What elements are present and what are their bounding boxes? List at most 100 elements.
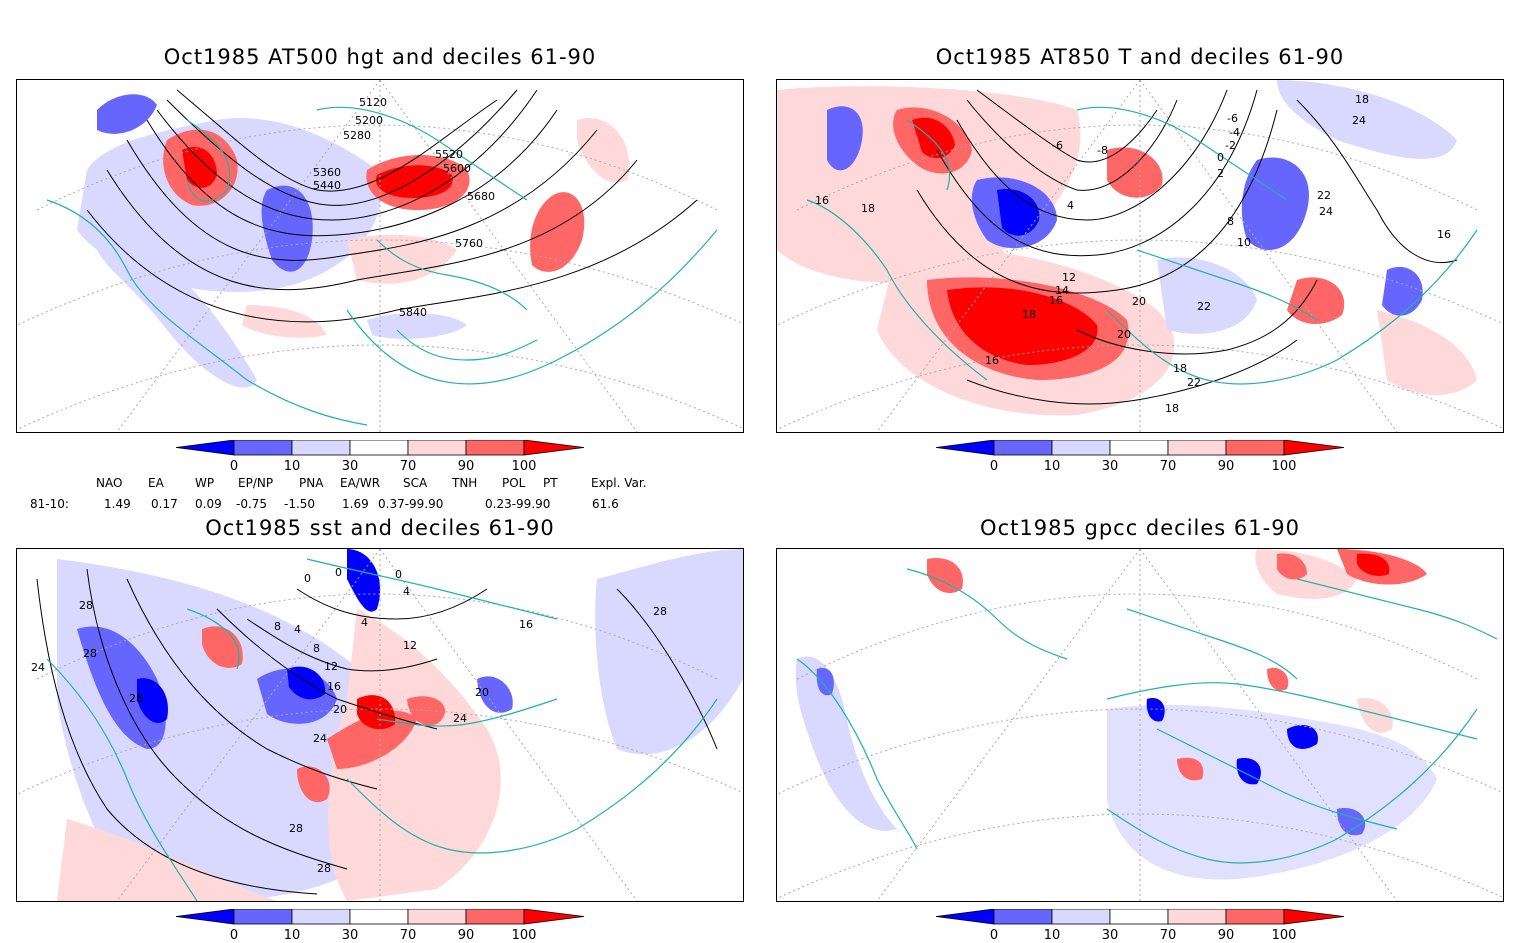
colorbar-tick: 100 xyxy=(1271,459,1297,474)
colorbar-tick: 30 xyxy=(341,928,359,943)
colorbar-tick: 90 xyxy=(457,928,475,943)
contour-label: 28 xyxy=(289,822,303,835)
contour-label: 0 xyxy=(1217,151,1224,164)
contour-label: 5840 xyxy=(399,306,427,319)
index-value: 0.23-99.90 xyxy=(485,497,551,511)
contour-label: -2 xyxy=(1225,139,1236,152)
index-value: -0.75 xyxy=(236,497,268,511)
index-header: WP xyxy=(195,476,215,490)
contour-label: -4 xyxy=(1229,126,1240,139)
contour-label: 4 xyxy=(403,585,410,598)
contour-label: 24 xyxy=(453,712,467,725)
contour-label: 0 xyxy=(335,566,342,579)
contour-label: 8 xyxy=(1227,215,1234,228)
contour-label: 18 xyxy=(1022,308,1036,321)
contour-label: 20 xyxy=(333,703,347,716)
map-t850: -6 -4 -2 0 2 4 -8 -6 8 10 12 14 16 18 20… xyxy=(777,80,1503,432)
colorbar-tick: 100 xyxy=(1271,928,1297,943)
contour-label: 5280 xyxy=(343,129,371,142)
colorbar-gpcc: 0 10 30 70 90 100 xyxy=(934,909,1346,943)
contour-label: 12 xyxy=(324,660,338,673)
colorbar-tick: 10 xyxy=(283,928,301,943)
contour-label: 18 xyxy=(1173,362,1187,375)
colorbar-tick: 0 xyxy=(989,928,999,943)
colorbar-tick: 30 xyxy=(1101,928,1119,943)
colorbar-sst: 0 10 30 70 90 100 xyxy=(174,909,586,943)
colorbar-tick: 100 xyxy=(511,459,537,474)
colorbar-tick: 90 xyxy=(457,459,475,474)
contour-label: 4 xyxy=(361,616,368,629)
contour-label: 18 xyxy=(1355,93,1369,106)
contour-label: 14 xyxy=(1055,284,1069,297)
map-panel-t850: -6 -4 -2 0 2 4 -8 -6 8 10 12 14 16 18 20… xyxy=(776,79,1504,433)
contour-label: 22 xyxy=(1317,189,1331,202)
contour-label: 16 xyxy=(815,194,829,207)
contour-label: 28 xyxy=(129,692,143,705)
contour-label: 24 xyxy=(31,661,45,674)
contour-label: 28 xyxy=(83,647,97,660)
index-value: 1.69 xyxy=(342,497,369,511)
colorbar-tick: 90 xyxy=(1217,928,1235,943)
colorbar-t850: 0 10 30 70 90 100 xyxy=(934,440,1346,474)
colorbar-hgt500: 0 10 30 70 90 100 xyxy=(174,440,586,474)
index-value: 61.6 xyxy=(592,497,619,511)
colorbar-tick: 90 xyxy=(1217,459,1235,474)
index-row-label: 81-10: xyxy=(30,497,69,511)
contour-label: 16 xyxy=(1437,228,1451,241)
contour-label: 20 xyxy=(475,686,489,699)
contour-label: -6 xyxy=(1052,139,1063,152)
contour-label: 5440 xyxy=(313,179,341,192)
contour-label: 28 xyxy=(653,605,667,618)
colorbar-tick: 70 xyxy=(1159,459,1177,474)
contour-label: 24 xyxy=(1319,205,1333,218)
colorbar-tick: 70 xyxy=(1159,928,1177,943)
colorbar-tick: 10 xyxy=(283,459,301,474)
colorbar-tick: 30 xyxy=(1101,459,1119,474)
contour-label: 18 xyxy=(861,202,875,215)
contour-label: 5120 xyxy=(359,96,387,109)
colorbar-tick: 10 xyxy=(1043,459,1061,474)
colorbar-tick: 100 xyxy=(511,928,537,943)
colorbar-tick: 0 xyxy=(229,928,239,943)
contour-label: 28 xyxy=(317,862,331,875)
index-header: Expl. Var. xyxy=(591,476,647,490)
colorbar-tick: 10 xyxy=(1043,928,1061,943)
contour-label: 22 xyxy=(1197,300,1211,313)
contour-label: 10 xyxy=(1237,236,1251,249)
index-header: EA/WR xyxy=(340,476,381,490)
contour-label: 4 xyxy=(1067,199,1074,212)
contour-label: 4 xyxy=(294,623,301,636)
contour-label: 0 xyxy=(304,572,311,585)
contour-label: 5600 xyxy=(443,162,471,175)
index-header: EP/NP xyxy=(238,476,274,490)
index-header: POL xyxy=(502,476,526,490)
contour-label: -8 xyxy=(1097,144,1108,157)
contour-label: 2 xyxy=(1217,167,1224,180)
index-value: 0.09 xyxy=(195,497,222,511)
index-value: 0.17 xyxy=(151,497,178,511)
map-panel-gpcc xyxy=(776,548,1504,902)
colorbar-tick: 70 xyxy=(399,459,417,474)
contour-label: 16 xyxy=(1049,294,1063,307)
contour-label: 28 xyxy=(79,599,93,612)
panel-title-t850: Oct1985 AT850 T and deciles 61-90 xyxy=(935,45,1345,69)
index-value: -1.50 xyxy=(284,497,316,511)
index-value: 0.37-99.90 xyxy=(378,497,444,511)
index-value: 1.49 xyxy=(104,497,131,511)
contour-label: 0 xyxy=(395,568,402,581)
index-header: PT xyxy=(543,476,558,490)
contour-label: 5200 xyxy=(355,114,383,127)
contour-label: 5520 xyxy=(435,148,463,161)
map-gpcc xyxy=(777,549,1503,901)
panel-title-sst: Oct1985 sst and deciles 61-90 xyxy=(205,516,555,540)
contour-label: 24 xyxy=(1352,114,1366,127)
map-panel-sst: 0 0 0 4 8 4 8 12 16 20 24 28 28 28 28 24… xyxy=(16,548,744,902)
contour-label: 8 xyxy=(313,642,320,655)
contour-label: 5680 xyxy=(467,190,495,203)
index-header: PNA xyxy=(299,476,324,490)
colorbar-tick: 30 xyxy=(341,459,359,474)
colorbar-tick: 0 xyxy=(989,459,999,474)
index-header: SCA xyxy=(403,476,428,490)
colorbar-tick: 0 xyxy=(229,459,239,474)
index-header: EA xyxy=(148,476,164,490)
